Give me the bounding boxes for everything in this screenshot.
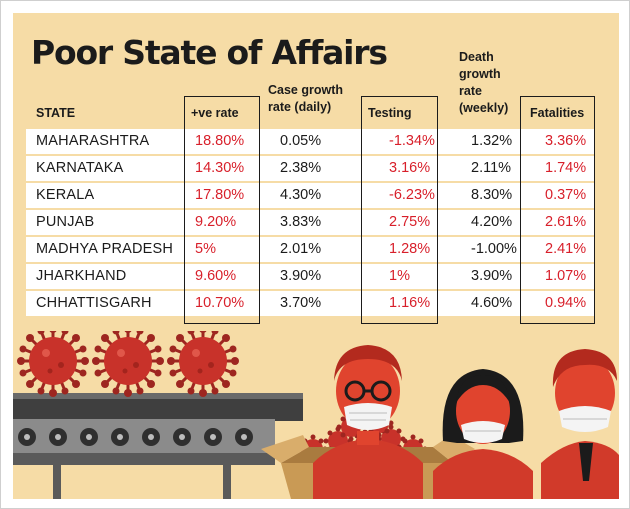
case-growth-value: 0.05% xyxy=(280,133,322,149)
fatalities-value: 2.41% xyxy=(545,241,587,257)
page-title: Poor State of Affairs xyxy=(31,33,388,72)
table-row: KERALA 17.80% 4.30% -6.23% 8.30% 0.37% xyxy=(26,183,594,208)
table-row: CHHATTISGARH 10.70% 3.70% 1.16% 4.60% 0.… xyxy=(26,291,594,316)
header-death-growth-line4: (weekly) xyxy=(459,101,509,115)
case-growth-value: 2.01% xyxy=(280,241,322,257)
positive-rate-value: 10.70% xyxy=(195,295,245,311)
death-growth-value: 8.30% xyxy=(471,187,513,203)
table-row: JHARKHAND 9.60% 3.90% 1% 3.90% 1.07% xyxy=(26,264,594,289)
state-name: KARNATAKA xyxy=(36,160,124,176)
fatalities-value: 1.74% xyxy=(545,160,587,176)
masked-person-illustration xyxy=(541,349,619,499)
positive-rate-column-box xyxy=(184,96,260,324)
table-row: KARNATAKA 14.30% 2.38% 3.16% 2.11% 1.74% xyxy=(26,156,594,181)
case-growth-value: 3.90% xyxy=(280,268,322,284)
virus-icon xyxy=(90,331,166,399)
fatalities-value: 1.07% xyxy=(545,268,587,284)
virus-icon xyxy=(165,331,241,399)
fatalities-value: 0.37% xyxy=(545,187,587,203)
case-growth-value: 3.83% xyxy=(280,214,322,230)
testing-column-box xyxy=(361,96,438,324)
testing-value: 2.75% xyxy=(389,214,431,230)
header-case-growth: Case growth rate (daily) xyxy=(268,83,343,114)
state-name: CHHATTISGARH xyxy=(36,295,152,311)
positive-rate-value: 18.80% xyxy=(195,133,245,149)
header-death-growth: Death growth rate (weekly) xyxy=(459,49,508,117)
header-positive-rate: +ve rate xyxy=(191,106,239,120)
death-growth-value: 2.11% xyxy=(471,160,512,176)
state-name: MAHARASHTRA xyxy=(36,133,150,149)
fatalities-column-box xyxy=(520,96,595,324)
case-growth-value: 4.30% xyxy=(280,187,322,203)
death-growth-value: 1.32% xyxy=(471,133,513,149)
testing-value: 1% xyxy=(389,268,410,284)
testing-value: -1.34% xyxy=(389,133,435,149)
state-name: PUNJAB xyxy=(36,214,95,230)
illustration-scene xyxy=(13,331,619,499)
table-row: MADHYA PRADESH 5% 2.01% 1.28% -1.00% 2.4… xyxy=(26,237,594,262)
testing-value: 1.28% xyxy=(389,241,431,257)
masked-person-illustration xyxy=(313,345,423,499)
header-state: STATE xyxy=(36,106,76,120)
header-death-growth-line1: Death xyxy=(459,50,494,64)
conveyor-belt-illustration xyxy=(13,393,303,499)
positive-rate-value: 14.30% xyxy=(195,160,245,176)
header-death-growth-line3: rate xyxy=(459,84,482,98)
state-name: KERALA xyxy=(36,187,95,203)
fatalities-value: 2.61% xyxy=(545,214,587,230)
case-growth-value: 2.38% xyxy=(280,160,322,176)
header-death-growth-line2: growth xyxy=(459,67,501,81)
fatalities-value: 0.94% xyxy=(545,295,587,311)
positive-rate-value: 17.80% xyxy=(195,187,245,203)
death-growth-value: 4.60% xyxy=(471,295,513,311)
virus-icon xyxy=(15,331,91,399)
header-case-growth-line1: Case growth xyxy=(268,83,344,97)
death-growth-value: 3.90% xyxy=(471,268,513,284)
header-fatalities: Fatalities xyxy=(530,106,585,120)
testing-value: 1.16% xyxy=(389,295,431,311)
header-case-growth-line2: rate (daily) xyxy=(268,100,332,114)
positive-rate-value: 9.20% xyxy=(195,214,237,230)
positive-rate-value: 5% xyxy=(195,241,216,257)
testing-value: -6.23% xyxy=(389,187,435,203)
case-growth-value: 3.70% xyxy=(280,295,322,311)
table-row: PUNJAB 9.20% 3.83% 2.75% 4.20% 2.61% xyxy=(26,210,594,235)
table-row: MAHARASHTRA 18.80% 0.05% -1.34% 1.32% 3.… xyxy=(26,129,594,154)
header-testing: Testing xyxy=(368,106,412,120)
masked-person-illustration xyxy=(433,369,533,499)
positive-rate-value: 9.60% xyxy=(195,268,237,284)
fatalities-value: 3.36% xyxy=(545,133,587,149)
death-growth-value: 4.20% xyxy=(471,214,513,230)
infographic-panel: Poor State of Affairs STATE +ve rate Cas… xyxy=(13,13,619,499)
death-growth-value: -1.00% xyxy=(471,241,517,257)
state-name: JHARKHAND xyxy=(36,268,127,284)
state-name: MADHYA PRADESH xyxy=(36,241,174,257)
testing-value: 3.16% xyxy=(389,160,431,176)
